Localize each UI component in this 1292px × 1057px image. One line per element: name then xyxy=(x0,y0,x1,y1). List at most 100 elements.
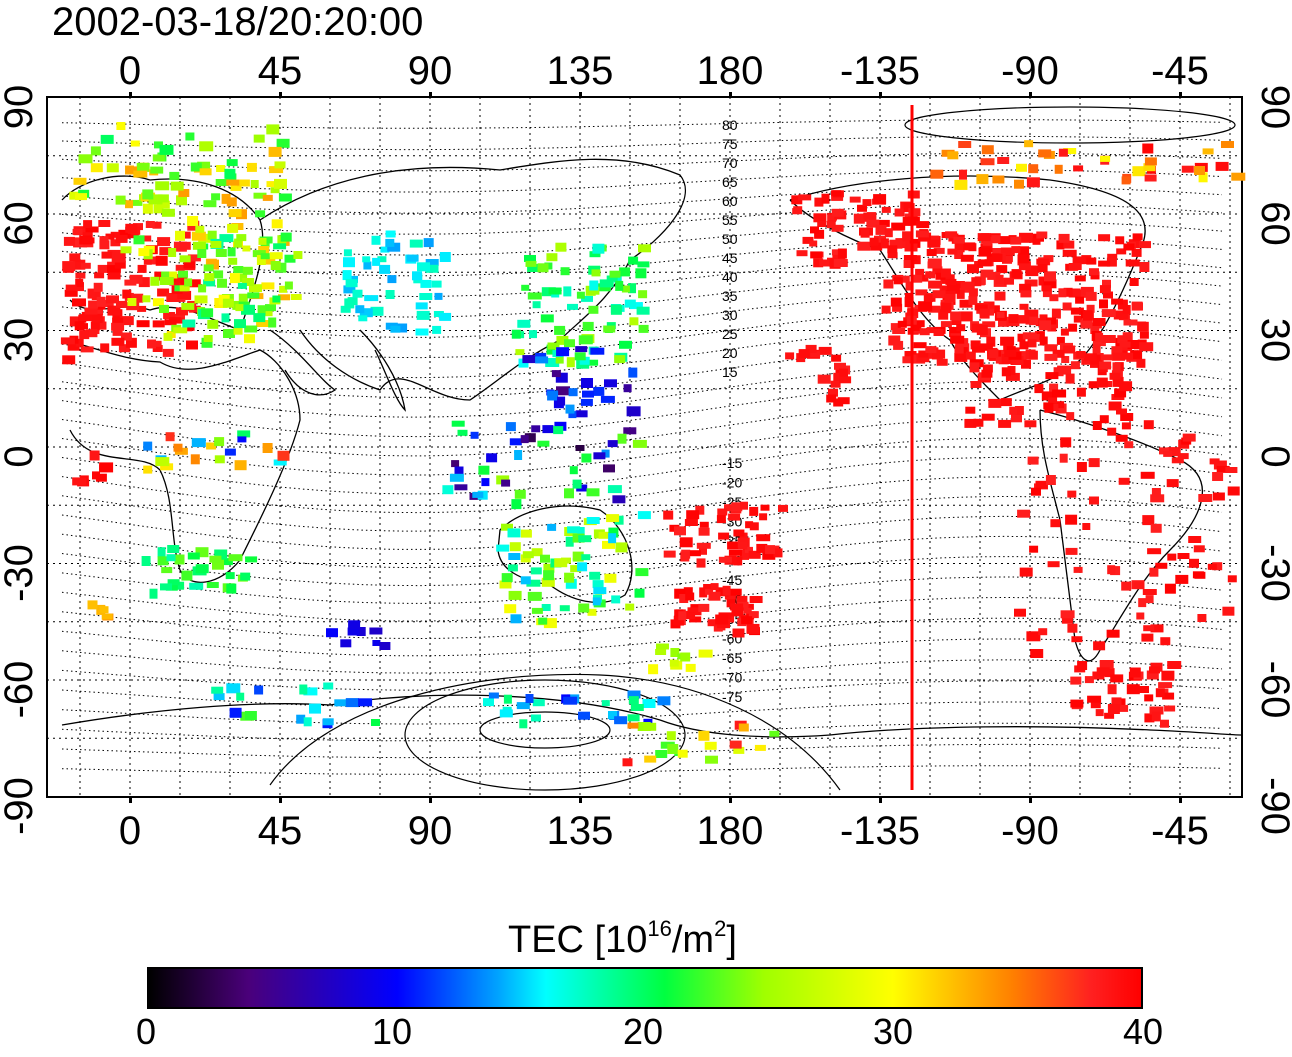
tec-cell xyxy=(344,298,355,309)
tec-cell xyxy=(501,573,513,583)
tec-cell xyxy=(860,229,870,238)
tec-cell xyxy=(601,700,610,707)
tec-cell xyxy=(154,271,167,281)
tec-cell xyxy=(154,141,163,149)
tec-cell xyxy=(111,337,125,346)
tec-cell xyxy=(1061,356,1070,363)
tec-cell xyxy=(1090,702,1101,709)
tec-cell xyxy=(1032,237,1041,245)
left-axis-label: 90 xyxy=(0,85,41,130)
tec-cell xyxy=(623,384,632,393)
tec-cell xyxy=(944,294,956,302)
tec-cell xyxy=(760,504,770,511)
tec-cell xyxy=(1096,377,1108,388)
tec-cell xyxy=(581,554,591,561)
tec-cell xyxy=(565,536,574,547)
tec-cell xyxy=(219,234,234,243)
tec-cell xyxy=(586,517,600,524)
tec-cell xyxy=(204,273,215,282)
tec-cell xyxy=(537,440,550,447)
tec-cell xyxy=(505,422,516,432)
tec-cell xyxy=(727,541,741,550)
tec-cell xyxy=(226,583,237,594)
tec-cell xyxy=(451,460,460,468)
tec-cell xyxy=(1227,575,1237,583)
tec-cell xyxy=(237,436,247,443)
colorbar-tick-0: 0 xyxy=(136,1011,157,1052)
tec-cell xyxy=(515,349,525,356)
bottom-axis-label: 135 xyxy=(547,809,614,853)
tec-cell xyxy=(1019,567,1033,577)
top-axis-label: -90 xyxy=(1001,49,1059,93)
tec-cell xyxy=(547,523,557,531)
tec-cell xyxy=(99,236,109,245)
left-axis-label: 0 xyxy=(0,445,41,467)
tec-cell xyxy=(1107,704,1120,714)
tec-cell xyxy=(973,418,984,427)
tec-cell xyxy=(1221,141,1234,148)
tec-cell xyxy=(167,545,180,553)
tec-cell xyxy=(1018,246,1030,256)
tec-cell xyxy=(1145,595,1154,604)
tec-cell xyxy=(1019,303,1029,310)
left-axis-label: -90 xyxy=(0,777,41,835)
tec-cell xyxy=(696,558,706,565)
tec-cell xyxy=(99,606,109,614)
tec-cell xyxy=(556,386,570,396)
tec-cell xyxy=(253,192,267,199)
tec-cell xyxy=(1041,391,1056,401)
tec-cell xyxy=(593,452,606,460)
tec-cell xyxy=(1121,581,1132,591)
tec-cell xyxy=(634,588,645,598)
tec-cell xyxy=(1092,421,1102,430)
tec-cell xyxy=(680,652,691,662)
tec-cell xyxy=(1143,163,1156,172)
tec-cell xyxy=(93,282,103,292)
tec-cell xyxy=(976,325,988,336)
tec-cell xyxy=(736,595,748,603)
tec-cell xyxy=(520,554,531,563)
tec-cell xyxy=(1193,545,1205,553)
tec-cell xyxy=(387,275,397,284)
tec-cell xyxy=(211,686,224,694)
tec-cell xyxy=(1071,636,1083,643)
tec-cell xyxy=(1036,231,1048,239)
tec-cell xyxy=(1063,287,1073,297)
tec-cell xyxy=(731,607,744,617)
contour-line xyxy=(61,596,1223,640)
tec-cell xyxy=(216,165,226,172)
tec-cell xyxy=(540,314,554,323)
tec-cell xyxy=(1119,381,1133,392)
tec-cell xyxy=(642,699,656,708)
tec-cell xyxy=(149,588,158,599)
tec-cell xyxy=(242,278,255,286)
tec-cell xyxy=(863,212,877,220)
tec-cell xyxy=(1160,719,1169,728)
tec-cell xyxy=(527,264,540,272)
tec-cell xyxy=(638,244,651,253)
tec-cell xyxy=(92,307,104,316)
tec-cell xyxy=(1115,434,1128,442)
tec-cell xyxy=(1096,667,1110,677)
tec-cell xyxy=(273,459,287,466)
tec-cell xyxy=(1098,234,1111,242)
tec-cell xyxy=(1028,350,1038,360)
tec-cell xyxy=(356,627,366,636)
tec-cell xyxy=(1014,179,1024,189)
tec-cell xyxy=(1019,341,1029,350)
tec-cell xyxy=(608,711,617,719)
tec-cell xyxy=(1121,352,1134,360)
tec-cell xyxy=(679,537,693,548)
tec-cell xyxy=(814,229,825,239)
axis-tick-top xyxy=(279,92,282,98)
tec-cell xyxy=(897,320,907,328)
contour-label-north: 80 xyxy=(722,117,738,133)
tec-cell xyxy=(260,253,270,260)
tec-cell xyxy=(1066,412,1075,421)
tec-cell xyxy=(1001,354,1012,364)
tec-cell xyxy=(907,216,920,226)
tec-cell xyxy=(253,313,266,323)
tec-cell xyxy=(1063,240,1075,249)
tec-cell xyxy=(619,267,631,277)
tec-cell xyxy=(1146,670,1159,680)
